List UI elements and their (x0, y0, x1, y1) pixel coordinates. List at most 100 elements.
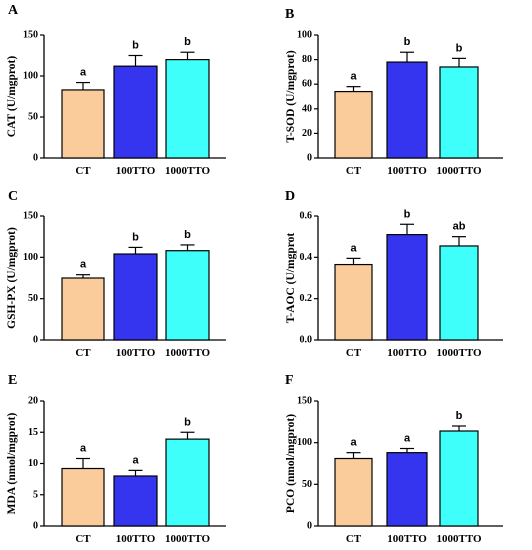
bar-1000tto (165, 438, 210, 527)
y-tick-label: 20 (302, 128, 312, 139)
y-tick-label: 0 (33, 153, 38, 164)
significance-label: a (80, 443, 87, 455)
x-category-label: 100TTO (387, 347, 427, 359)
significance-label: a (404, 433, 411, 445)
x-category-label: 1000TTO (436, 533, 481, 545)
y-tick-label: 150 (23, 30, 38, 41)
bar-ct (61, 89, 105, 159)
y-tick-label: 0.2 (300, 293, 313, 304)
y-axis-label: CAT (U/mgprot) (6, 56, 18, 138)
y-tick-label: 0.4 (300, 252, 313, 263)
x-category-label: 100TTO (387, 165, 427, 177)
x-category-label: 100TTO (116, 533, 156, 545)
significance-label: a (80, 67, 87, 79)
bar-100tto (386, 452, 428, 527)
y-axis-label: MDA (nmol/mgprot) (6, 412, 18, 514)
significance-label: b (184, 36, 191, 48)
y-tick-label: 50 (28, 293, 38, 304)
bar-100tto (113, 475, 158, 527)
significance-label: a (80, 259, 87, 271)
bar-ct (61, 467, 105, 527)
bar-1000tto (165, 58, 210, 159)
significance-label: b (404, 36, 411, 48)
chart-panel-a: A CAT (U/mgprot) 0 50 100 150 a CT b 100TTO b 1000T… (6, 3, 226, 177)
x-category-label: CT (75, 165, 91, 177)
significance-label: ab (453, 221, 466, 233)
significance-label: b (456, 42, 463, 54)
x-category-label: 1000TTO (165, 347, 210, 359)
panel-letter: F (285, 373, 294, 388)
y-axis-label: T-AOC (U/mgprot (285, 233, 297, 324)
significance-label: a (132, 454, 139, 466)
bar-100tto (113, 65, 158, 159)
significance-label: b (456, 410, 463, 422)
y-axis-label: T-SOD (U/mgprot) (285, 50, 297, 142)
significance-label: a (350, 437, 357, 449)
y-tick-label: 0.6 (300, 211, 313, 222)
y-tick-label: 80 (302, 54, 312, 65)
x-category-label: CT (346, 165, 362, 177)
bar-100tto (386, 61, 428, 159)
x-category-label: 1000TTO (436, 347, 481, 359)
y-tick-label: 5 (33, 489, 38, 500)
bar-1000tto (439, 66, 479, 159)
x-category-label: 100TTO (116, 347, 156, 359)
y-axis-label: PCO (nmol/mgprot) (285, 414, 297, 513)
y-tick-label: 40 (302, 103, 312, 114)
significance-label: b (404, 208, 411, 220)
x-category-label: 1000TTO (165, 165, 210, 177)
y-tick-label: 150 (297, 396, 312, 407)
significance-label: a (350, 242, 357, 254)
chart-panel-c: C GSH-PX (U/mgprot) 0 50 100 150 a CT b 100TTO b 10… (6, 189, 226, 359)
significance-label: b (132, 231, 139, 243)
significance-label: b (132, 40, 139, 52)
y-tick-label: 100 (297, 437, 312, 448)
x-category-label: CT (346, 347, 362, 359)
x-category-label: 100TTO (387, 533, 427, 545)
x-category-label: CT (346, 533, 362, 545)
chart-panel-e: E MDA (nmol/mgprot) 0 5 10 15 20 a CT a 100TTO b 100… (6, 373, 226, 545)
bar-100tto (386, 234, 428, 341)
x-category-label: CT (75, 533, 91, 545)
y-axis-label: GSH-PX (U/mgprot) (6, 227, 18, 329)
y-tick-label: 50 (28, 112, 38, 123)
y-tick-label: 150 (23, 211, 38, 222)
panel-letter: E (8, 373, 17, 388)
panel-letter: A (8, 3, 19, 18)
significance-label: a (350, 71, 357, 83)
chart-panel-b: B T-SOD (U/mgprot) 0 20 40 60 80 100 a CT b 100TTO b… (285, 7, 503, 177)
bar-ct (334, 90, 373, 159)
panel-letter: D (285, 189, 295, 204)
y-tick-label: 15 (28, 427, 38, 438)
chart-panel-f: F PCO (nmol/mgprot) 0 50 100 150 a CT a 100TTO b 10… (285, 373, 503, 545)
bar-ct (334, 263, 373, 341)
y-tick-label: 100 (297, 30, 312, 41)
bar-1000tto (439, 245, 479, 341)
x-category-label: 1000TTO (436, 165, 481, 177)
x-category-label: 100TTO (116, 165, 156, 177)
bar-ct (334, 457, 373, 527)
bar-1000tto (165, 250, 210, 341)
x-category-label: 1000TTO (165, 533, 210, 545)
x-category-label: CT (75, 347, 91, 359)
y-tick-label: 0 (33, 335, 38, 346)
y-tick-label: 100 (23, 252, 38, 263)
bar-100tto (113, 253, 158, 341)
y-tick-label: 50 (302, 479, 312, 490)
y-tick-label: 60 (302, 79, 312, 90)
y-tick-label: 0 (33, 521, 38, 532)
significance-label: b (184, 416, 191, 428)
bar-ct (61, 277, 105, 341)
bar-1000tto (439, 430, 479, 527)
y-tick-label: 0 (307, 521, 312, 532)
panel-letter: B (285, 7, 294, 22)
y-tick-label: 10 (28, 458, 38, 469)
panel-letter: C (8, 189, 18, 204)
y-tick-label: 100 (23, 71, 38, 82)
significance-label: b (184, 229, 191, 241)
y-tick-label: 20 (28, 396, 38, 407)
y-tick-label: 0 (307, 153, 312, 164)
y-tick-label: 0.0 (300, 335, 313, 346)
